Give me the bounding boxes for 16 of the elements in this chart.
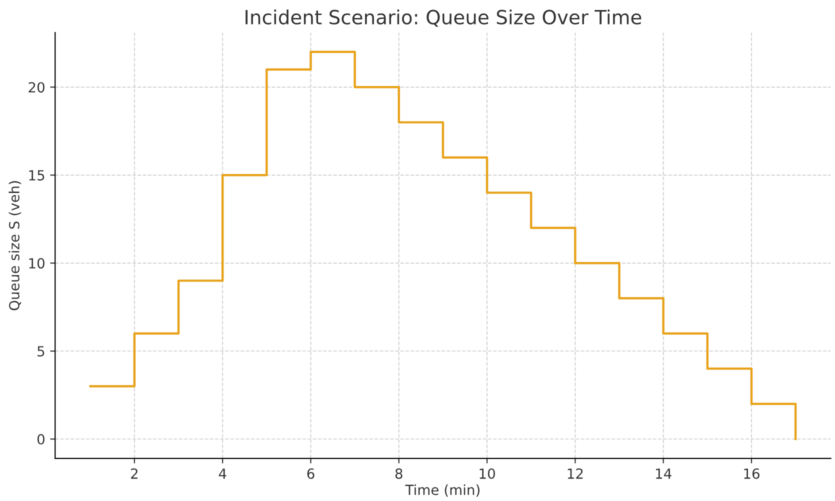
x-tick-label: 4 [218,468,226,479]
y-axis-title: Queue size S (veh) [8,181,22,310]
chart-title: Incident Scenario: Queue Size Over Time [246,9,642,27]
y-tick-label: 15 [29,170,44,181]
x-tick-label: 14 [656,468,672,479]
y-tick-label: 5 [38,346,44,357]
x-axis-title: Time (min) [405,484,480,497]
x-tick-label: 8 [395,468,402,479]
x-tick-label: 2 [131,468,138,479]
x-tick-label: 10 [480,468,495,479]
x-tick-label: 6 [307,468,314,479]
y-tick-label: 10 [29,258,44,269]
y-tick-label: 0 [37,434,44,445]
x-tick-label: 12 [568,468,583,479]
y-tick-label: 20 [28,82,44,93]
x-tick-label: 16 [744,468,760,479]
